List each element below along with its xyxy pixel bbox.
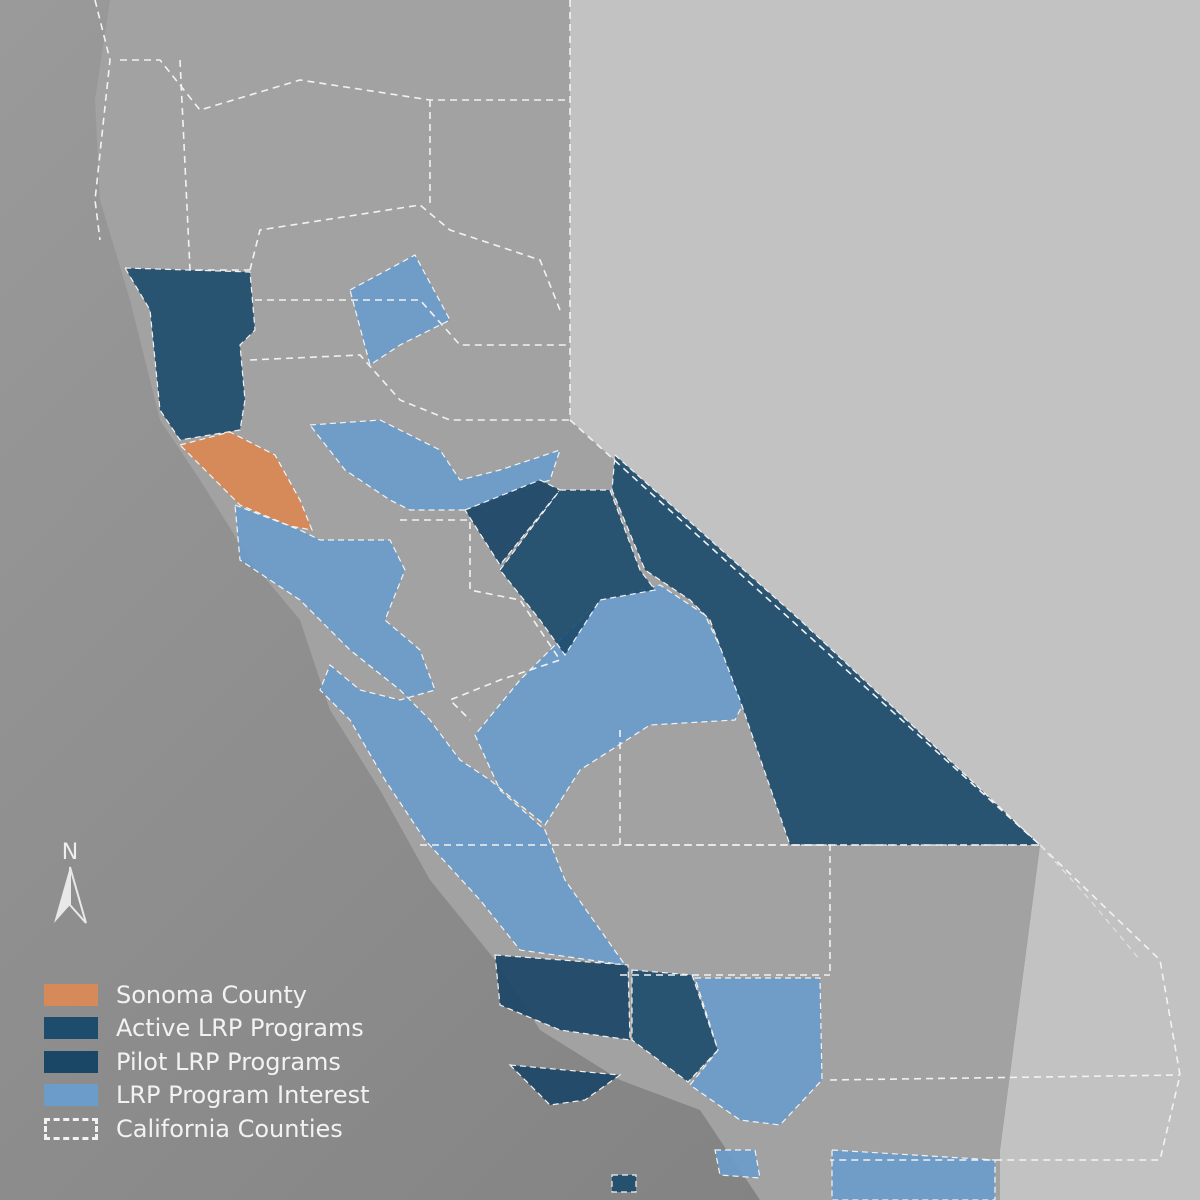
interest-region-south (831, 1149, 996, 1200)
nevada-land (570, 0, 1200, 1200)
active-region-los-angeles (631, 969, 719, 1083)
legend-label: LRP Program Interest (116, 1081, 370, 1110)
pilot-region-santa-barbara (494, 954, 631, 1041)
interest-region-sacramento (308, 419, 561, 511)
nevada-borders (1039, 844, 1141, 961)
legend-label: Pilot LRP Programs (116, 1047, 341, 1076)
interest-region-bay-coast (234, 504, 746, 966)
legend-swatch-active (44, 1017, 98, 1040)
interest-region-san-bernardino (689, 977, 823, 1126)
legend: Sonoma County Active LRP Programs Pilot … (44, 978, 370, 1146)
pilot-region-channel-islands (508, 1064, 622, 1106)
active-region-inyo (611, 453, 1042, 846)
legend-label: California Counties (116, 1114, 343, 1143)
legend-label: Active LRP Programs (116, 1014, 364, 1043)
interest-region-butte (349, 254, 451, 366)
legend-swatch-interest (44, 1084, 98, 1107)
north-arrow: N (50, 840, 90, 930)
active-region-tuolumne (499, 489, 657, 657)
legend-item-counties: California Counties (44, 1112, 370, 1146)
legend-label: Sonoma County (116, 980, 308, 1009)
legend-swatch-pilot (44, 1050, 98, 1073)
sonoma-county (178, 431, 313, 531)
legend-item-interest: LRP Program Interest (44, 1079, 370, 1113)
north-label: N (61, 840, 79, 865)
legend-swatch-counties (44, 1117, 98, 1140)
county-borders (94, 0, 1181, 1161)
legend-item-pilot: Pilot LRP Programs (44, 1045, 370, 1079)
active-region-island (611, 1174, 637, 1193)
legend-swatch-sonoma (44, 983, 98, 1006)
legend-item-sonoma: Sonoma County (44, 978, 370, 1012)
active-region-mendocino (123, 267, 256, 441)
interest-region-island (714, 1149, 761, 1179)
north-arrow-icon (54, 866, 87, 924)
legend-item-active: Active LRP Programs (44, 1012, 370, 1046)
